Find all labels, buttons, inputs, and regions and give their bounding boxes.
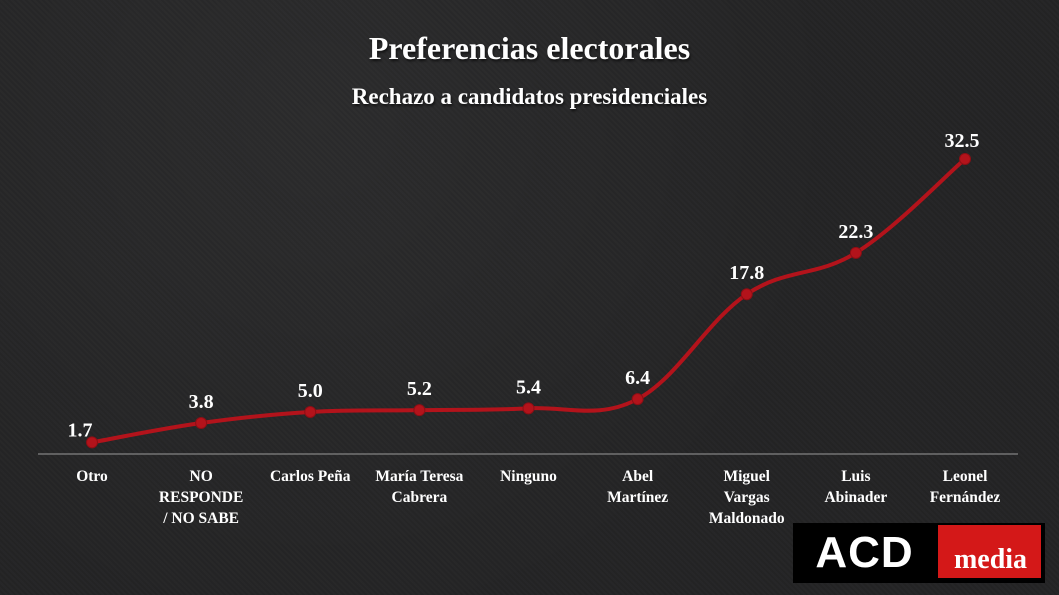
data-point (631, 393, 644, 406)
category-label: Leonel Fernández (930, 468, 1001, 506)
category-label: Luis Abinader (824, 468, 887, 506)
series-line (90, 157, 967, 445)
data-point (959, 153, 971, 165)
chart-title: Preferencias electorales (368, 30, 691, 66)
data-label: 3.8 (189, 391, 214, 413)
data-label: 17.8 (729, 262, 764, 284)
logo-media-box: media (936, 523, 1045, 583)
category-label: Carlos Peña (270, 468, 351, 485)
data-point (86, 436, 98, 449)
category-label: Abel Martínez (607, 468, 668, 506)
data-point (304, 406, 317, 418)
chart-subtitle: Rechazo a candidatos presidenciales (351, 84, 708, 109)
category-label: María Teresa Cabrera (375, 468, 463, 506)
data-label-layer: 1.7 3.8 5.0 5.2 5.4 6.4 17.8 22.3 32.5 (68, 130, 980, 441)
data-label: 6.4 (625, 367, 650, 389)
acd-media-logo: ACD media (793, 523, 1045, 583)
data-label: 5.4 (516, 376, 541, 398)
data-point (740, 288, 753, 301)
logo-acd-text: ACD (793, 523, 936, 583)
data-label: 5.2 (407, 378, 432, 400)
data-label: 1.7 (68, 419, 93, 441)
data-point (195, 417, 208, 430)
category-label: Ninguno (500, 468, 557, 485)
data-label: 32.5 (945, 130, 980, 152)
series-layer (86, 153, 971, 449)
category-label-layer: Otro NO RESPONDE / NO SABE Carlos Peña María … (76, 468, 1000, 527)
category-label: Miguel Vargas Maldonado (709, 468, 785, 527)
data-point (413, 404, 426, 417)
category-label: NO RESPONDE / NO SABE (159, 468, 243, 527)
data-label: 5.0 (298, 380, 323, 402)
data-point (849, 246, 862, 259)
data-label: 22.3 (838, 221, 873, 243)
logo-media-text: media (953, 544, 1028, 575)
category-label: Otro (76, 468, 108, 485)
data-point (522, 402, 535, 415)
